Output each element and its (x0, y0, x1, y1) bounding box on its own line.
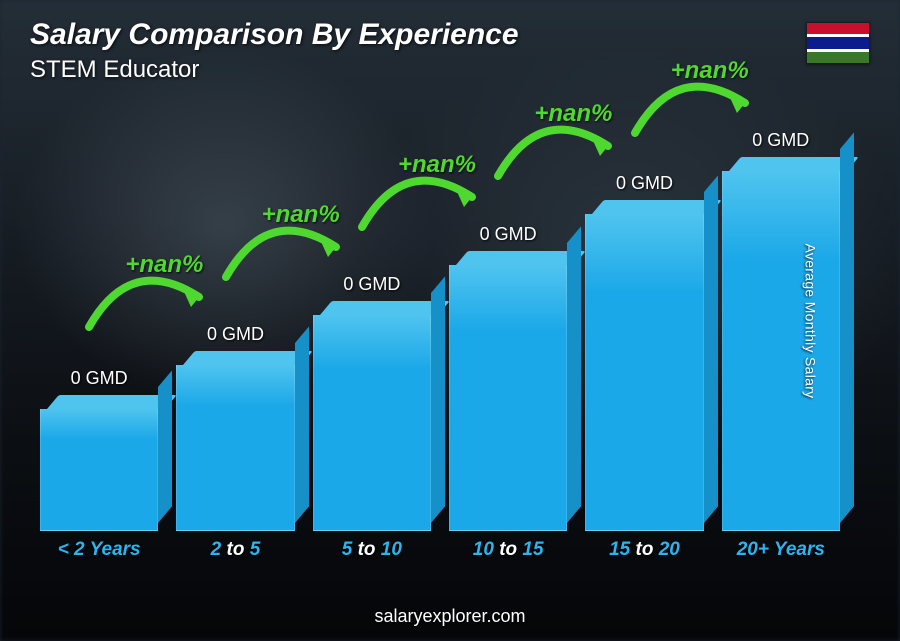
chart-title: Salary Comparison By Experience (30, 18, 870, 52)
bar-side-face (295, 326, 309, 523)
growth-label: +nan% (125, 251, 203, 279)
bar-front-face (313, 315, 431, 531)
bar-column: 0 GMD < 2 Years (40, 368, 158, 531)
bar-column: +nan% 0 GMD 5 to 10 (313, 274, 431, 531)
growth-label: +nan% (534, 100, 612, 128)
category-label: 20+ Years (698, 539, 864, 561)
bar-front-face (722, 171, 840, 531)
flag-stripe-red (807, 23, 869, 34)
bar-column: +nan% 0 GMD 2 to 5 (176, 324, 294, 531)
bar (585, 200, 703, 531)
bar (449, 251, 567, 531)
bar (40, 395, 158, 531)
bar-side-face (840, 132, 854, 523)
bar-side-face (431, 276, 445, 523)
bar-chart: 0 GMD < 2 Years +nan% 0 GMD 2 to 5 +nan%… (40, 70, 840, 561)
bars-container: 0 GMD < 2 Years +nan% 0 GMD 2 to 5 +nan%… (40, 70, 840, 531)
bar-column: +nan% 0 GMD 10 to 15 (449, 224, 567, 531)
growth-label: +nan% (398, 151, 476, 179)
bar-front-face (176, 365, 294, 531)
bar-value-label: 0 GMD (207, 324, 264, 345)
bar-value-label: 0 GMD (752, 130, 809, 151)
bar-front-face (585, 214, 703, 531)
bar-side-face (158, 370, 172, 523)
bar-side-face (704, 175, 718, 523)
y-axis-label: Average Monthly Salary (803, 243, 819, 398)
bar-front-face (449, 265, 567, 531)
bar-side-face (567, 226, 581, 523)
bar-column: +nan% 0 GMD 20+ Years (722, 130, 840, 531)
bar-top-face (183, 351, 313, 365)
bar-front-face (40, 409, 158, 531)
bar (722, 157, 840, 531)
flag-stripe-blue (807, 37, 869, 48)
bar-value-label: 0 GMD (616, 173, 673, 194)
bar-value-label: 0 GMD (343, 274, 400, 295)
bar-column: +nan% 0 GMD 15 to 20 (585, 173, 703, 531)
bar-value-label: 0 GMD (480, 224, 537, 245)
bar (176, 351, 294, 531)
footer-attribution: salaryexplorer.com (0, 606, 900, 627)
bar-top-face (592, 200, 722, 214)
growth-label: +nan% (262, 201, 340, 229)
gambia-flag-icon (806, 22, 870, 64)
bar-value-label: 0 GMD (71, 368, 128, 389)
flag-stripe-green (807, 52, 869, 63)
bar (313, 301, 431, 531)
